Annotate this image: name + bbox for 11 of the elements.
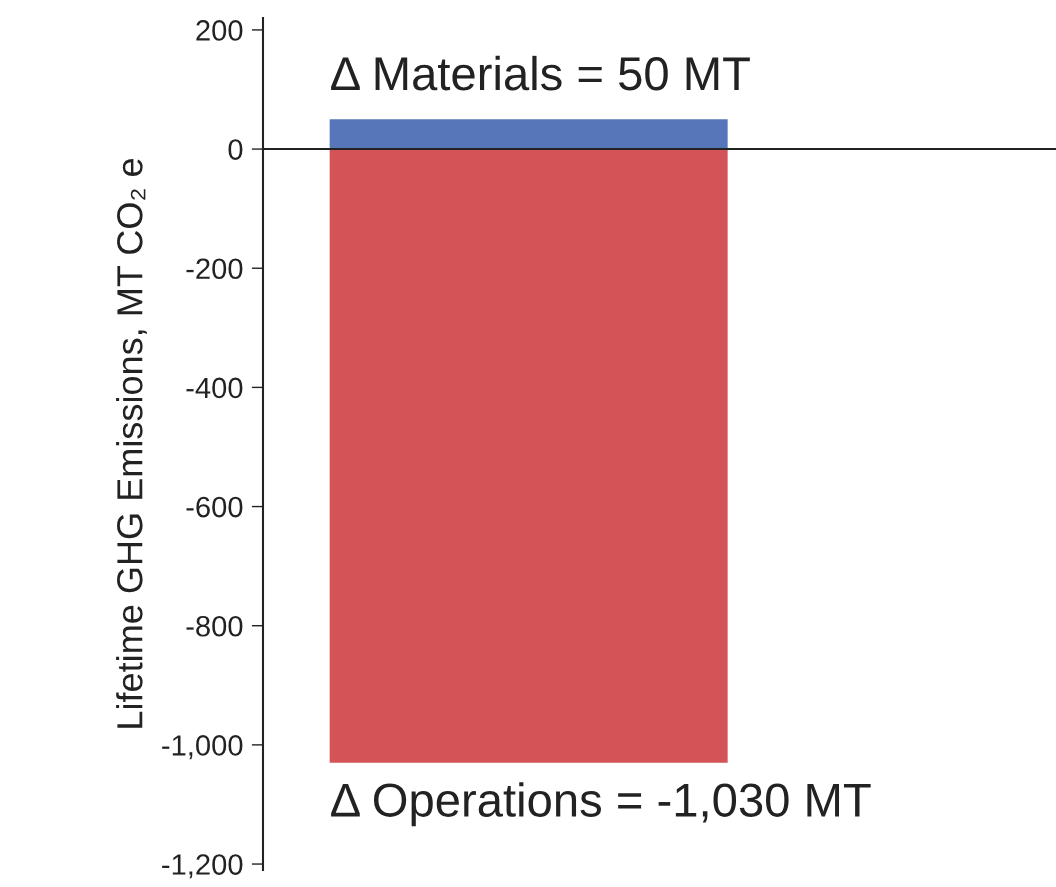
y-tick-label: 200	[196, 20, 243, 41]
y-tick-label: -1,000	[162, 735, 243, 760]
data-label: Δ Materials = 50 MT	[331, 55, 750, 91]
y-tick-label: 0	[228, 139, 243, 160]
y-tick-label: -600	[186, 496, 243, 518]
y-tick-label: -400	[186, 377, 243, 399]
data-label: Δ Operations = -1,030 MT	[331, 782, 871, 827]
y-axis-title: Lifetime GHG Emissions, MT CO₂ e	[116, 158, 147, 728]
y-tick-label: -200	[186, 258, 243, 280]
y-tick-label: -1,200	[162, 854, 243, 879]
y-tick-label: -800	[186, 615, 243, 637]
